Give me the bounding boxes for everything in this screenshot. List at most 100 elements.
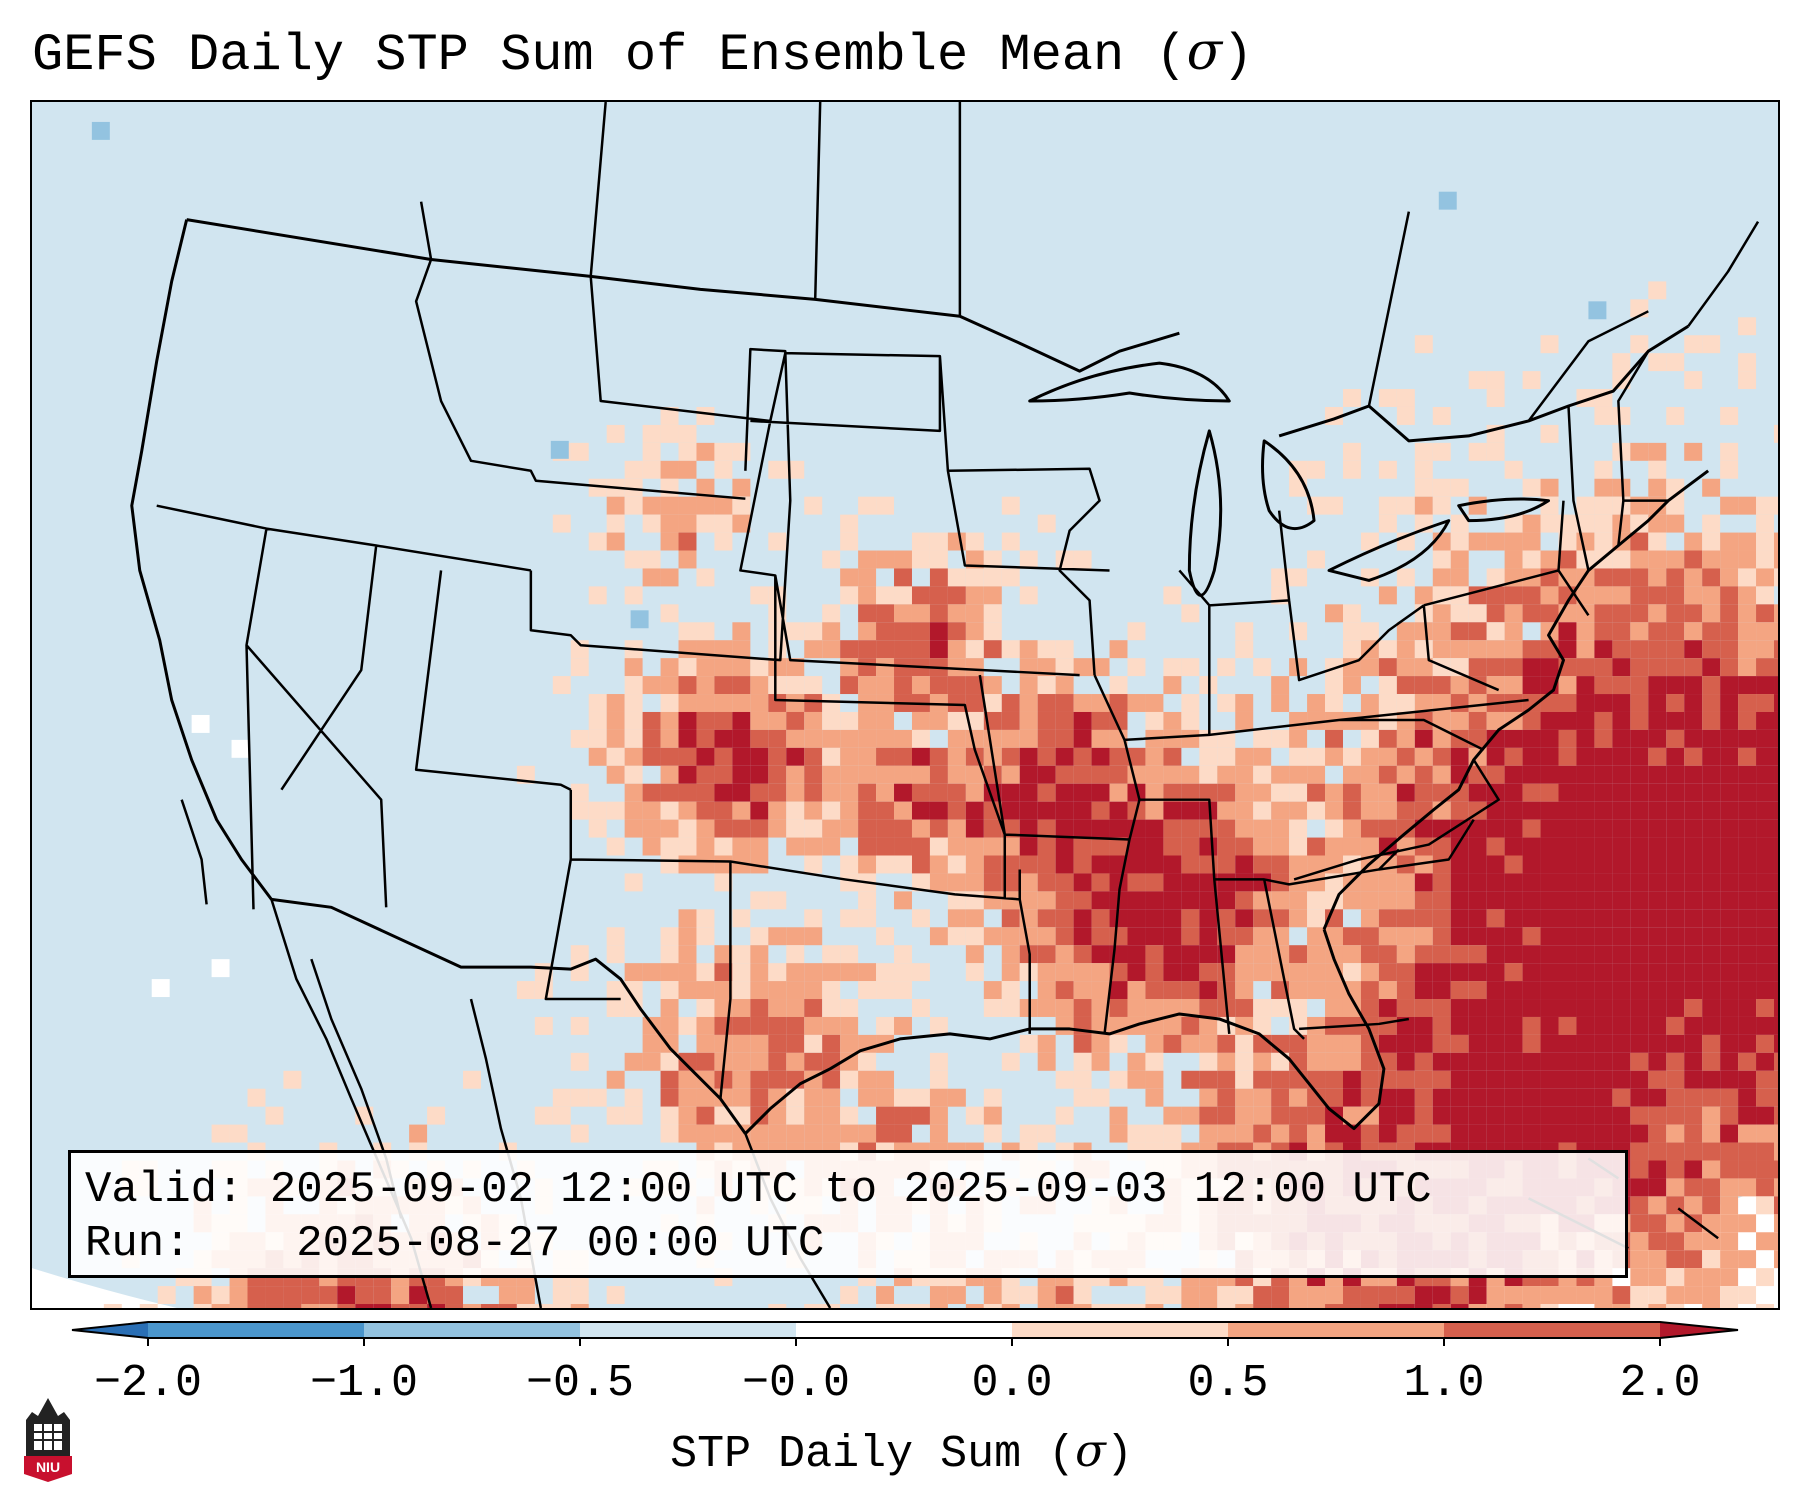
anomaly-cell — [858, 604, 877, 623]
anomaly-cell — [804, 999, 823, 1017]
anomaly-cell — [1450, 927, 1469, 946]
anomaly-cell — [1630, 676, 1649, 695]
anomaly-cell — [1702, 604, 1721, 623]
anomaly-cell — [1666, 747, 1685, 766]
anomaly-cell — [1684, 1142, 1703, 1161]
anomaly-cell — [1540, 424, 1559, 443]
anomaly-cell — [1558, 981, 1577, 1000]
anomaly-cell — [1540, 1286, 1559, 1305]
anomaly-cell — [660, 568, 679, 587]
anomaly-cell — [1235, 945, 1254, 964]
anomaly-cell — [1396, 406, 1415, 425]
us-west-coast — [130, 219, 273, 901]
anomaly-cell — [750, 1124, 769, 1143]
anomaly-cell — [1666, 622, 1685, 641]
anomaly-cell — [1342, 819, 1361, 838]
anomaly-cell — [822, 783, 841, 802]
anomaly-cell — [822, 945, 841, 964]
anomaly-cell — [768, 658, 787, 677]
anomaly-cell — [750, 801, 769, 820]
anomaly-cell — [1325, 604, 1343, 623]
anomaly-cell — [911, 550, 930, 569]
anomaly-cell — [696, 801, 715, 820]
anomaly-cell — [1091, 1304, 1110, 1308]
anomaly-cell — [714, 873, 733, 892]
anomaly-cell — [1342, 747, 1361, 766]
anomaly-cell — [1019, 1034, 1038, 1053]
anomaly-cell — [1594, 1034, 1613, 1053]
anomaly-cell — [929, 1304, 948, 1308]
anomaly-cell — [1253, 819, 1272, 838]
anomaly-cell — [1540, 819, 1559, 838]
anomaly-cell — [1576, 711, 1595, 730]
anomaly-cell — [1019, 550, 1038, 569]
anomaly-cell — [660, 460, 679, 479]
anomaly-cell — [822, 747, 841, 766]
anomaly-cell — [1289, 747, 1308, 766]
anomaly-cell — [1630, 711, 1649, 730]
anomaly-cell — [1468, 1286, 1487, 1305]
anomaly-cell — [1055, 711, 1074, 730]
anomaly-cell — [1307, 945, 1326, 964]
anomaly-cell — [1540, 550, 1559, 569]
anomaly-cell — [1630, 1034, 1649, 1053]
anomaly-cell — [804, 927, 823, 946]
anomaly-cell — [696, 1106, 715, 1125]
anomaly-cell — [1594, 981, 1613, 1000]
anomaly-cell — [1145, 837, 1164, 856]
anomaly-cell — [1612, 927, 1631, 946]
valid-label: Valid: — [85, 1165, 244, 1215]
anomaly-cell — [1289, 801, 1308, 820]
anomaly-cell — [1325, 1124, 1343, 1143]
anomaly-cell — [678, 765, 697, 784]
anomaly-cell — [732, 765, 751, 784]
anomaly-cell — [1756, 568, 1775, 587]
map-panel — [30, 100, 1780, 1310]
anomaly-cell — [714, 1016, 733, 1035]
anomaly-cell — [1019, 765, 1038, 784]
anomaly-cell — [1055, 963, 1074, 982]
anomaly-cell — [894, 855, 912, 874]
anomaly-cell — [1702, 586, 1721, 605]
anomaly-cell — [1414, 999, 1433, 1017]
anomaly-cell — [427, 1286, 446, 1305]
anomaly-cell — [1432, 747, 1451, 766]
anomaly-cell — [1325, 1106, 1343, 1125]
anomaly-cell — [1684, 550, 1703, 569]
anomaly-cell — [1612, 729, 1631, 748]
anomaly-cell — [660, 927, 679, 946]
anomaly-cell — [1576, 1088, 1595, 1107]
anomaly-cell — [876, 747, 895, 766]
anomaly-cell — [1001, 927, 1020, 946]
anomaly-cell — [840, 783, 859, 802]
anomaly-cell — [1468, 604, 1487, 623]
anomaly-cell — [1720, 1106, 1739, 1125]
anomaly-cell — [1522, 1286, 1541, 1305]
anomaly-cell — [1217, 694, 1236, 712]
anomaly-cell — [840, 909, 859, 928]
anomaly-cell — [1540, 711, 1559, 730]
anomaly-cell — [1702, 1124, 1721, 1143]
anomaly-cell — [1127, 981, 1146, 1000]
anomaly-cell — [1396, 389, 1415, 407]
anomaly-cell — [911, 604, 930, 623]
anomaly-cell — [1666, 927, 1685, 946]
anomaly-cell — [911, 909, 930, 928]
anomaly-cell — [1414, 676, 1433, 695]
anomaly-cell — [1163, 747, 1182, 766]
anomaly-cell — [1199, 1088, 1218, 1107]
anomaly-cell — [1073, 658, 1092, 677]
run-value: 2025-08-27 00:00 UTC — [296, 1219, 825, 1269]
anomaly-cell — [786, 711, 805, 730]
anomaly-cell — [1738, 1106, 1757, 1125]
anomaly-cell — [1091, 855, 1110, 874]
anomaly-cell — [1091, 873, 1110, 892]
anomaly-cell — [1432, 1034, 1451, 1053]
anomaly-cell — [1289, 1106, 1308, 1125]
anomaly-cell — [1091, 747, 1110, 766]
lake-superior — [1028, 361, 1231, 403]
anomaly-cell — [606, 1106, 625, 1125]
anomaly-cell — [1504, 604, 1523, 623]
anomaly-cell — [911, 676, 930, 695]
anomaly-cell — [1720, 1052, 1739, 1071]
